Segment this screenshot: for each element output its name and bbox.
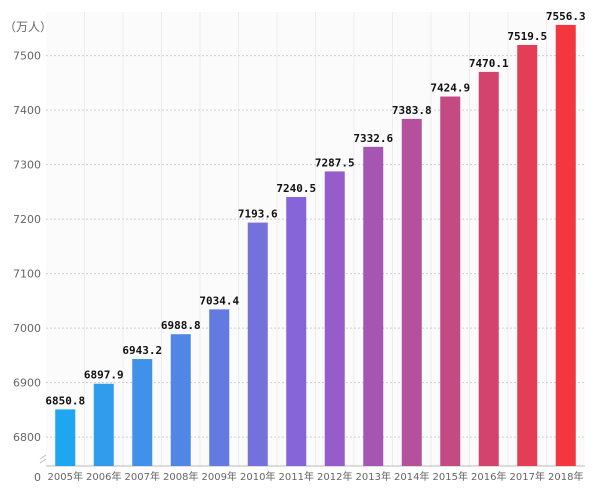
axis-break-marker (39, 454, 47, 464)
y-axis-unit-label: （万人） (4, 20, 53, 34)
bar-value-label: 7519.5 (507, 30, 547, 43)
bar (555, 24, 576, 466)
x-tick-label: 2010年 (240, 470, 275, 483)
bar (324, 171, 345, 466)
bar (209, 309, 230, 466)
x-tick-label: 2005年 (48, 470, 83, 483)
bar (440, 96, 461, 466)
bar-value-label: 6988.8 (161, 319, 201, 332)
bar (247, 222, 268, 466)
y-tick-label: 7400 (13, 104, 41, 117)
bar-value-label: 7470.1 (469, 57, 509, 70)
x-tick-label: 2015年 (433, 470, 468, 483)
y-tick-label: 7000 (13, 322, 41, 335)
bar-value-label: 7332.6 (353, 132, 393, 145)
x-tick-label: 2012年 (317, 470, 352, 483)
x-tick-label: 2017年 (510, 470, 545, 483)
bar-value-label: 7034.4 (199, 294, 239, 307)
bar (170, 334, 191, 466)
x-tick-label: 2018年 (548, 470, 583, 483)
bar-value-label: 7383.8 (392, 104, 432, 117)
y-tick-label: 7100 (13, 268, 41, 281)
bar (286, 197, 307, 466)
x-tick-label: 2014年 (394, 470, 429, 483)
y-tick-label: 6800 (13, 431, 41, 444)
x-tick-label: 2006年 (86, 470, 121, 483)
bar-value-label: 7240.5 (276, 182, 316, 195)
bar (517, 44, 538, 466)
y-tick-label: 7300 (13, 159, 41, 172)
bar-value-label: 7556.3 (546, 10, 586, 23)
x-tick-label: 2016年 (471, 470, 506, 483)
bar-value-label: 6943.2 (122, 344, 162, 357)
bar (478, 71, 499, 466)
y-tick-label: 7200 (13, 213, 41, 226)
bar (401, 118, 422, 466)
y-tick-label: 7500 (13, 50, 41, 63)
bar (55, 409, 76, 466)
x-tick-label: 2011年 (279, 470, 314, 483)
bar (363, 146, 384, 466)
bar-value-label: 7193.6 (238, 208, 278, 221)
bar-value-label: 6897.9 (84, 369, 124, 382)
bar (132, 359, 153, 466)
x-tick-label: 2008年 (163, 470, 198, 483)
y-tick-label: 6900 (13, 377, 41, 390)
bar-value-label: 7287.5 (315, 156, 355, 169)
bar-value-label: 7424.9 (430, 82, 470, 95)
bar (93, 383, 114, 466)
x-tick-label: 2013年 (356, 470, 391, 483)
bar-value-label: 6850.8 (45, 394, 85, 407)
x-tick-label: 2007年 (125, 470, 160, 483)
y-baseline-label: 0 (34, 471, 41, 484)
x-tick-label: 2009年 (202, 470, 237, 483)
